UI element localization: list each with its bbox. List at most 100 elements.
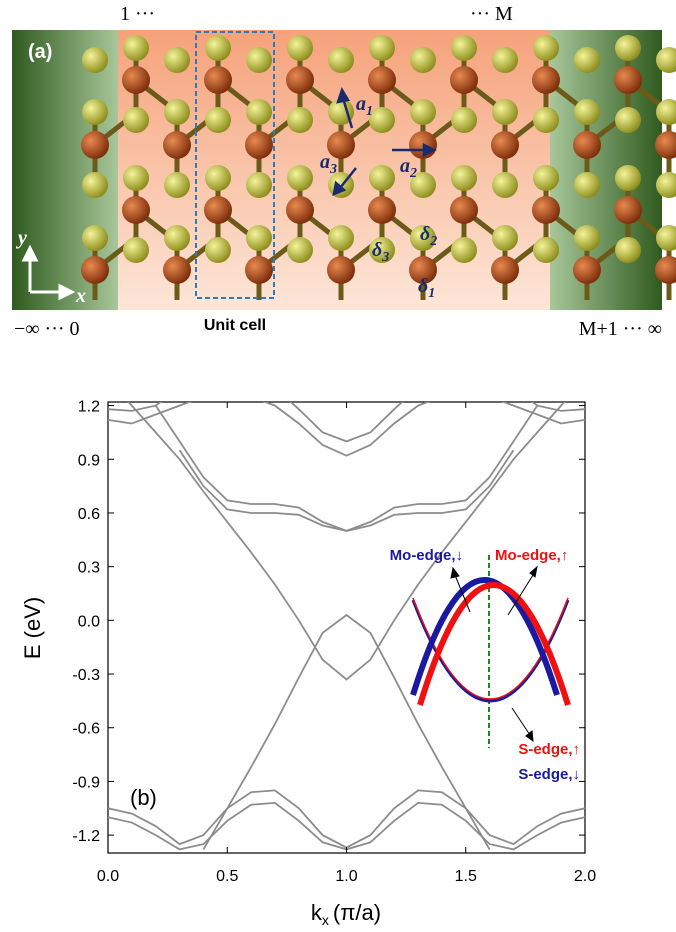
y-tick-label: 0.6 xyxy=(78,506,100,523)
sulfur-atom xyxy=(369,165,395,191)
vector-sub: 2 xyxy=(429,234,437,249)
sulfur-atom xyxy=(492,47,518,73)
mo-atom xyxy=(450,196,478,224)
axis-name: y xyxy=(16,227,27,249)
mo-atom xyxy=(532,196,560,224)
sulfur-atom xyxy=(533,165,559,191)
sulfur-atom xyxy=(82,225,108,251)
inset-label: Mo-edge,↓ xyxy=(390,547,463,564)
y-axis-label: E (eV) xyxy=(20,597,45,659)
mo-atom xyxy=(81,256,109,284)
axis-name: x xyxy=(75,285,86,307)
mo-atom xyxy=(204,196,232,224)
x-axis-label-unit: (π/a) xyxy=(333,900,381,925)
mo-atom xyxy=(491,256,519,284)
sulfur-atom xyxy=(533,237,559,263)
y-tick-label: 0.3 xyxy=(78,560,100,577)
sulfur-atom xyxy=(123,35,149,61)
band xyxy=(108,379,585,680)
inset: Mo-edge,↓ Mo-edge,↑ S-edge,↑ S-edge,↓ xyxy=(390,547,580,783)
sulfur-atom xyxy=(574,172,600,198)
sulfur-atom xyxy=(246,225,272,251)
mo-atom xyxy=(245,131,273,159)
band xyxy=(108,803,585,850)
sulfur-atom xyxy=(615,35,641,61)
sulfur-atom xyxy=(287,237,313,263)
inset-label: Mo-edge,↑ xyxy=(495,547,568,564)
mo-atom xyxy=(204,66,232,94)
sulfur-atom xyxy=(328,47,354,73)
mo-atom xyxy=(122,196,150,224)
x-tick-label: 1.0 xyxy=(335,868,357,885)
sulfur-atom xyxy=(369,35,395,61)
vector-base: a xyxy=(320,151,330,173)
sulfur-atom xyxy=(451,237,477,263)
panel-label: (b) xyxy=(130,785,157,810)
sulfur-atom xyxy=(82,47,108,73)
sulfur-atom xyxy=(123,237,149,263)
mo-atom xyxy=(163,131,191,159)
y-tick-label: -0.6 xyxy=(72,721,100,738)
vector-sub: 2 xyxy=(409,166,417,181)
lattice-panel: (a) 1 ··· ··· M −∞ ··· 0 Unit cell M+1 ·… xyxy=(12,3,676,340)
mo-atom xyxy=(286,196,314,224)
sulfur-atom xyxy=(492,99,518,125)
plot-frame xyxy=(108,402,585,853)
sulfur-atom xyxy=(246,99,272,125)
mo-atom xyxy=(327,256,355,284)
mo-atom xyxy=(532,66,560,94)
vector-base: δ xyxy=(420,223,430,245)
site-label: −∞ ··· 0 xyxy=(14,318,80,340)
vector-sub: 1 xyxy=(428,286,435,301)
sulfur-atom xyxy=(287,35,313,61)
mo-atom xyxy=(573,256,601,284)
mo-atom xyxy=(286,66,314,94)
band xyxy=(156,406,538,531)
y-tick-label: 0.9 xyxy=(78,452,100,469)
sulfur-atom xyxy=(123,107,149,133)
x-tick-label: 1.5 xyxy=(455,868,477,885)
sulfur-atom xyxy=(205,237,231,263)
sulfur-atom xyxy=(574,225,600,251)
band xyxy=(108,388,585,442)
figure: (a) 1 ··· ··· M −∞ ··· 0 Unit cell M+1 ·… xyxy=(0,0,676,932)
sulfur-atom xyxy=(287,107,313,133)
sulfur-atom xyxy=(533,107,559,133)
sulfur-atom xyxy=(287,165,313,191)
sulfur-atom xyxy=(615,165,641,191)
sulfur-atom xyxy=(164,47,190,73)
y-tick-label: 0.0 xyxy=(78,613,100,630)
site-label: ··· M xyxy=(470,3,513,25)
sulfur-atom xyxy=(615,237,641,263)
inset-label: S-edge,↓ xyxy=(518,766,580,783)
mo-atom xyxy=(450,66,478,94)
right-lead xyxy=(550,30,662,310)
sulfur-atom xyxy=(246,47,272,73)
sulfur-atom xyxy=(574,47,600,73)
site-label: M+1 ··· ∞ xyxy=(579,318,662,340)
sulfur-atom xyxy=(164,172,190,198)
band-panel: 1.20.90.60.30.0-0.3-0.6-0.9-1.20.00.51.0… xyxy=(20,379,596,928)
sulfur-atom xyxy=(410,47,436,73)
band xyxy=(108,790,585,847)
mo-atom xyxy=(368,66,396,94)
sulfur-atom xyxy=(451,35,477,61)
mo-atom xyxy=(491,131,519,159)
band xyxy=(180,450,514,531)
sulfur-atom xyxy=(205,165,231,191)
sulfur-atom xyxy=(164,99,190,125)
sulfur-atom xyxy=(410,99,436,125)
vector-base: a xyxy=(356,93,366,115)
x-tick-label: 2.0 xyxy=(574,868,596,885)
y-tick-label: -0.3 xyxy=(72,667,100,684)
inset-curve xyxy=(413,580,557,695)
vector-sub: 3 xyxy=(329,162,337,177)
y-tick-label: -0.9 xyxy=(72,774,100,791)
y-tick-label: 1.2 xyxy=(78,399,100,416)
mo-atom xyxy=(81,131,109,159)
mo-atom xyxy=(368,196,396,224)
mo-atom xyxy=(122,66,150,94)
vector-base: δ xyxy=(418,275,428,297)
vector-sub: 3 xyxy=(381,250,389,265)
sulfur-atom xyxy=(451,165,477,191)
